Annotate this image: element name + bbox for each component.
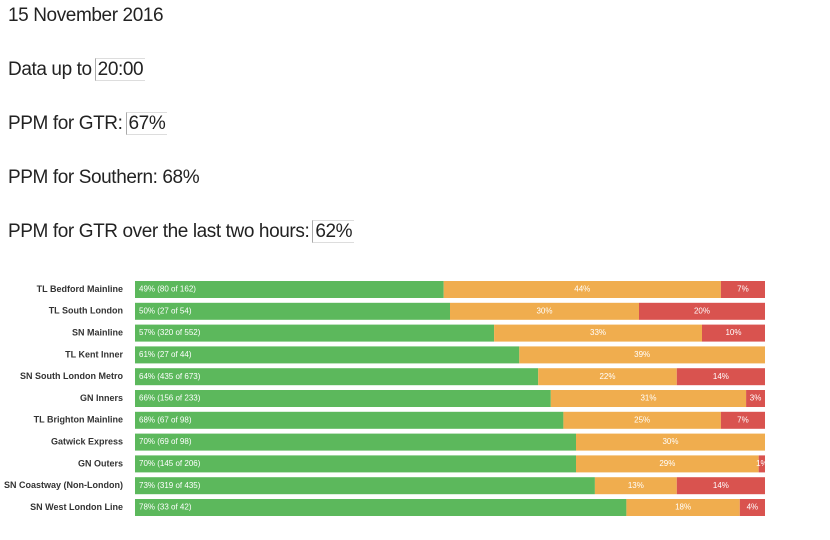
bar-segment — [720, 411, 765, 429]
bar-segment — [135, 477, 595, 495]
bar-segment — [576, 433, 765, 451]
status-text: Data up to — [8, 59, 92, 80]
bar-segment — [626, 499, 740, 516]
bar-segment — [746, 390, 765, 407]
chart: TL Bedford Mainline 49% (80 of 162) 44% 7% T… — [4, 281, 768, 516]
data-label: 64% (435 of 673) — [139, 372, 201, 381]
data-label: 29% — [659, 459, 675, 468]
status-line: PPM for Southern: 68% — [8, 167, 200, 189]
bar-segment — [135, 302, 450, 320]
data-label: 30% — [536, 306, 552, 315]
bar-segment — [758, 455, 765, 473]
data-label: 22% — [599, 372, 615, 381]
data-label: 70% (145 of 206) — [139, 459, 201, 468]
category-label: SN West London Line — [30, 502, 123, 512]
category-label: GN Outers — [78, 458, 123, 468]
data-label: 39% — [634, 350, 650, 359]
bar-segment — [563, 411, 721, 429]
category-label: SN Coastway (Non-London) — [4, 480, 123, 490]
data-label: 13% — [628, 481, 644, 490]
bar-segment — [519, 346, 765, 364]
bar-segment — [676, 368, 765, 386]
data-label: 20% — [694, 306, 710, 315]
bar-segment — [639, 302, 765, 320]
category-label: TL Kent Inner — [65, 349, 123, 359]
status-value: 20:00 — [94, 58, 146, 81]
data-label: 7% — [737, 415, 749, 424]
bar-segment — [135, 281, 444, 298]
data-label: 78% (33 of 42) — [139, 503, 192, 512]
bar-segment — [135, 499, 627, 516]
data-label: 14% — [713, 481, 729, 490]
bar-segment — [135, 390, 551, 407]
data-label: 70% (69 of 98) — [139, 437, 192, 446]
bar-segment — [594, 477, 677, 495]
data-label: 18% — [675, 503, 691, 512]
bar-segment — [702, 324, 765, 342]
bar-segment — [739, 499, 765, 516]
category-label: SN Mainline — [72, 327, 123, 337]
data-label: 73% (319 of 435) — [139, 481, 201, 490]
data-label: 50% (27 of 54) — [139, 306, 192, 315]
data-label: 31% — [640, 394, 656, 403]
date: 15 November 2016 — [8, 5, 164, 26]
data-label: 25% — [634, 415, 650, 424]
category-label: TL Brighton Mainline — [34, 415, 123, 425]
category-label: SN South London Metro — [20, 371, 123, 381]
status-text: PPM for GTR over the last two hours: — [8, 221, 310, 242]
category-label: Gatwick Express — [51, 436, 123, 446]
data-label: 33% — [590, 328, 606, 337]
data-label: 61% (27 of 44) — [139, 350, 192, 359]
bar-segment — [576, 455, 759, 473]
category-label: TL South London — [49, 306, 123, 316]
bar-segment — [135, 411, 564, 429]
category-label: TL Bedford Mainline — [37, 284, 123, 294]
data-label: 4% — [747, 503, 759, 512]
data-label: 30% — [662, 437, 678, 446]
status-line: Data up to 20:00 — [8, 58, 146, 81]
bar-segment — [135, 324, 495, 342]
status-line: PPM for GTR over the last two hours: 62% — [8, 220, 355, 243]
data-label: 57% (320 of 552) — [139, 328, 201, 337]
bar-segment — [450, 302, 639, 320]
data-label: 68% (67 of 98) — [139, 415, 192, 424]
data-label: 3% — [750, 394, 762, 403]
bar-segment — [135, 346, 520, 364]
bar-segment — [443, 281, 721, 298]
status-value: 67% — [125, 112, 168, 135]
bar-segment — [135, 368, 539, 386]
data-label: 14% — [713, 372, 729, 381]
status-line: PPM for GTR: 67% — [8, 112, 168, 135]
data-label: 66% (156 of 233) — [139, 394, 201, 403]
bar-segment — [494, 324, 702, 342]
status-value: 62% — [312, 220, 355, 243]
data-label: 49% (80 of 162) — [139, 285, 196, 294]
bar-segment — [676, 477, 765, 495]
bar-segment — [135, 455, 576, 473]
status-text: PPM for Southern: 68% — [8, 167, 200, 188]
data-label: 44% — [574, 285, 590, 294]
bar-segment — [538, 368, 677, 386]
status-text: PPM for GTR: — [8, 113, 123, 134]
bar-segment — [720, 281, 765, 298]
data-label: 10% — [725, 328, 741, 337]
category-label: GN Inners — [80, 393, 123, 403]
data-label: 7% — [737, 285, 749, 294]
bar-segment — [550, 390, 747, 407]
data-label: 1% — [756, 459, 768, 468]
bar-segment — [135, 433, 576, 451]
